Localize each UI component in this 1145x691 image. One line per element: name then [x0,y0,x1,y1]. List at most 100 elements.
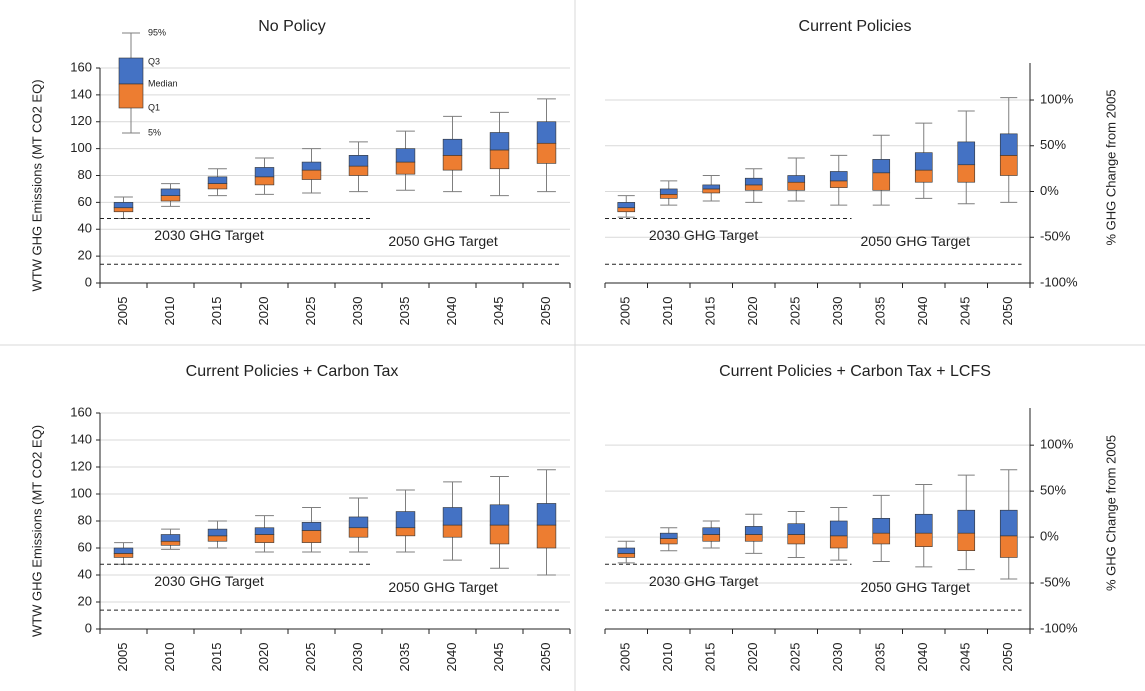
y-tick-label: 100 [70,140,92,155]
legend-label: Q3 [148,56,160,66]
y2-tick-label: 0% [1040,529,1059,544]
x-tick-label: 2050 [538,643,553,672]
x-tick-label: 2030 [350,297,365,326]
box-lower [536,524,557,549]
y-tick-label: 120 [70,113,92,128]
box-upper [536,121,557,144]
x-tick-label: 2035 [873,297,888,326]
box-lower [744,534,763,542]
box-lower [160,540,181,546]
y-tick-label: 160 [70,59,92,74]
x-tick-label: 2015 [209,297,224,326]
box-upper [702,184,721,190]
x-tick-label: 2020 [745,643,760,672]
box-upper [872,159,891,174]
box-lower [617,553,636,558]
y2-tick-label: 100% [1040,437,1074,452]
legend-label: 95% [148,27,166,37]
x-tick-label: 2035 [397,643,412,672]
legend-label: Median [148,78,178,88]
x-tick-label: 2005 [618,297,633,326]
box-lower [999,535,1018,558]
box-upper [301,522,322,531]
y-tick-label: 120 [70,458,92,473]
box-upper [536,503,557,526]
box-upper [659,188,678,195]
x-tick-label: 2035 [873,643,888,672]
legend-box-lower [118,83,144,109]
box-upper [702,527,721,535]
box-lower [348,165,369,176]
box-lower [957,532,976,552]
x-tick-label: 2040 [915,643,930,672]
box-upper [617,547,636,554]
x-tick-label: 2030 [350,643,365,672]
x-tick-label: 2010 [660,643,675,672]
x-tick-label: 2015 [703,297,718,326]
y2-tick-label: 50% [1040,137,1066,152]
x-tick-label: 2040 [915,297,930,326]
box-lower [207,183,228,190]
y2-tick-label: -50% [1040,229,1071,244]
box-lower [301,169,322,180]
box-lower [113,553,134,558]
y-tick-label: 160 [70,404,92,419]
x-tick-label: 2045 [958,643,973,672]
legend-box-upper [118,57,144,85]
box-upper [787,523,806,535]
box-lower [702,188,721,194]
x-tick-label: 2010 [162,643,177,672]
box-upper [113,547,134,554]
box-upper [829,520,848,537]
box-lower [787,534,806,545]
box-upper [395,511,416,529]
x-tick-label: 2025 [788,297,803,326]
target-label: 2030 GHG Target [154,573,264,589]
box-upper [617,202,636,209]
x-tick-label: 2015 [703,643,718,672]
x-tick-label: 2020 [256,297,271,326]
panel-title: Current Policies + Carbon Tax [186,363,399,380]
y-tick-label: 40 [78,566,92,581]
box-lower [914,532,933,547]
box-lower [659,194,678,199]
box-lower [702,534,721,542]
box-lower [536,142,557,164]
box-lower [395,527,416,537]
box-lower [207,535,228,542]
box-lower [254,176,275,186]
x-tick-label: 2020 [256,643,271,672]
box-upper [659,532,678,539]
panel-title: Current Policies + Carbon Tax + LCFS [719,363,991,380]
y-tick-label: 40 [78,221,92,236]
box-lower [348,527,369,538]
y2-tick-label: -100% [1040,620,1078,635]
target-label: 2050 GHG Target [861,233,971,249]
box-lower [442,524,463,538]
box-lower [829,535,848,549]
x-tick-label: 2045 [491,297,506,326]
y2-tick-label: 0% [1040,183,1059,198]
panel-title: Current Policies [799,18,912,35]
box-upper [957,509,976,534]
box-upper [301,161,322,171]
y-tick-label: 100 [70,485,92,500]
target-label: 2030 GHG Target [154,227,264,243]
y2-tick-label: -50% [1040,574,1071,589]
y2-tick-label: 50% [1040,483,1066,498]
x-tick-label: 2035 [397,297,412,326]
target-label: 2050 GHG Target [388,579,498,595]
y-tick-label: 0 [85,274,92,289]
box-lower [395,161,416,175]
x-tick-label: 2025 [788,643,803,672]
legend-label: Q1 [148,102,160,112]
box-upper [999,133,1018,156]
y-axis-label: WTW GHG Emissions (MT CO2 EQ) [29,79,44,291]
x-tick-label: 2030 [830,297,845,326]
target-label: 2030 GHG Target [649,573,759,589]
y-tick-label: 140 [70,431,92,446]
x-tick-label: 2025 [303,297,318,326]
box-lower [872,532,891,545]
x-tick-label: 2050 [1000,297,1015,326]
